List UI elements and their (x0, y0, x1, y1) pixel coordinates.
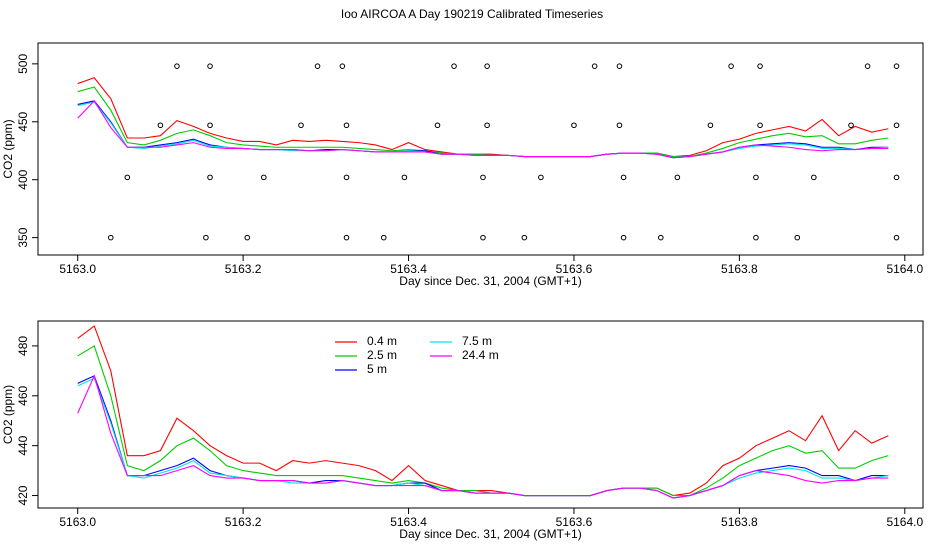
legend-label: 5 m (367, 362, 387, 376)
point-marker (207, 174, 213, 181)
x-tick-label: 5163.8 (721, 515, 758, 529)
point-marker (343, 174, 350, 181)
point-marker (124, 174, 131, 181)
point-marker (753, 174, 759, 181)
x-tick-label: 5163.2 (225, 515, 262, 529)
point-marker (893, 234, 900, 241)
series-line (77, 375, 889, 499)
series-line (77, 100, 889, 159)
series-line (77, 377, 889, 499)
point-marker (620, 234, 627, 241)
point-marker (728, 63, 734, 69)
point-marker (451, 63, 457, 69)
point-marker (620, 174, 627, 181)
point-marker (298, 122, 304, 129)
point-marker (794, 234, 801, 241)
point-marker (753, 234, 759, 241)
y-tick-label: 420 (16, 485, 30, 505)
point-marker (757, 63, 763, 69)
series-line (77, 374, 889, 499)
point-marker (314, 63, 321, 69)
point-marker (339, 63, 346, 69)
series-line (77, 77, 889, 158)
y-axis-label: CO2 (ppm) (1, 385, 15, 444)
series-line (77, 101, 889, 159)
point-marker (571, 122, 577, 129)
point-marker (343, 122, 350, 129)
point-marker (107, 234, 114, 241)
x-axis-label: Day since Dec. 31, 2004 (GMT+1) (399, 527, 581, 541)
point-marker (260, 174, 267, 181)
point-marker (244, 234, 251, 241)
point-marker (434, 122, 441, 129)
point-marker (616, 122, 623, 129)
plot-frame (37, 42, 924, 256)
series-line (77, 345, 889, 497)
y-tick-label: 400 (16, 169, 30, 189)
x-axis-label: Day since Dec. 31, 2004 (GMT+1) (399, 274, 581, 288)
x-tick-label: 5163.8 (721, 262, 758, 276)
point-marker (658, 234, 664, 241)
x-tick-label: 5163.4 (390, 515, 427, 529)
point-marker (484, 122, 490, 129)
chart-title: Ioo AIRCOA A Day 190219 Calibrated Times… (341, 7, 603, 21)
point-marker (207, 63, 213, 69)
point-marker (380, 234, 387, 241)
point-marker (864, 63, 871, 69)
y-tick-label: 480 (16, 336, 30, 356)
legend-label: 0.4 m (367, 334, 397, 348)
x-tick-label: 5163.0 (59, 515, 96, 529)
point-marker (538, 174, 544, 181)
y-tick-label: 500 (16, 54, 30, 74)
point-marker (203, 234, 209, 241)
point-marker (343, 234, 350, 241)
x-tick-label: 5163.2 (225, 262, 262, 276)
y-tick-label: 440 (16, 435, 30, 455)
legend-label: 7.5 m (462, 334, 492, 348)
point-marker (893, 63, 900, 69)
point-marker (674, 174, 681, 181)
legend-label: 2.5 m (367, 348, 397, 362)
point-marker (707, 122, 714, 129)
point-marker (401, 174, 408, 181)
plot-frame (37, 320, 924, 509)
point-marker (174, 63, 180, 69)
point-marker (157, 122, 164, 129)
legend-label: 24.4 m (462, 348, 499, 362)
y-tick-label: 350 (16, 227, 30, 247)
x-tick-label: 5163.4 (390, 262, 427, 276)
point-marker (893, 174, 900, 181)
x-tick-label: 5163.6 (556, 262, 593, 276)
x-tick-label: 5164.0 (886, 262, 923, 276)
point-marker (591, 63, 598, 69)
point-marker (207, 122, 213, 129)
point-marker (811, 174, 817, 181)
x-tick-label: 5164.0 (886, 515, 923, 529)
point-marker (521, 234, 528, 241)
point-marker (893, 122, 900, 129)
x-tick-label: 5163.0 (59, 262, 96, 276)
point-marker (480, 174, 486, 181)
point-marker (757, 122, 763, 129)
y-axis-label: CO2 (ppm) (1, 119, 15, 178)
y-tick-label: 460 (16, 385, 30, 405)
series-line (77, 325, 889, 497)
x-tick-label: 5163.6 (556, 515, 593, 529)
point-marker (616, 63, 623, 69)
y-tick-label: 450 (16, 111, 30, 131)
point-marker (480, 234, 486, 241)
point-marker (484, 63, 490, 69)
series-line (77, 86, 889, 158)
point-marker (848, 122, 854, 129)
